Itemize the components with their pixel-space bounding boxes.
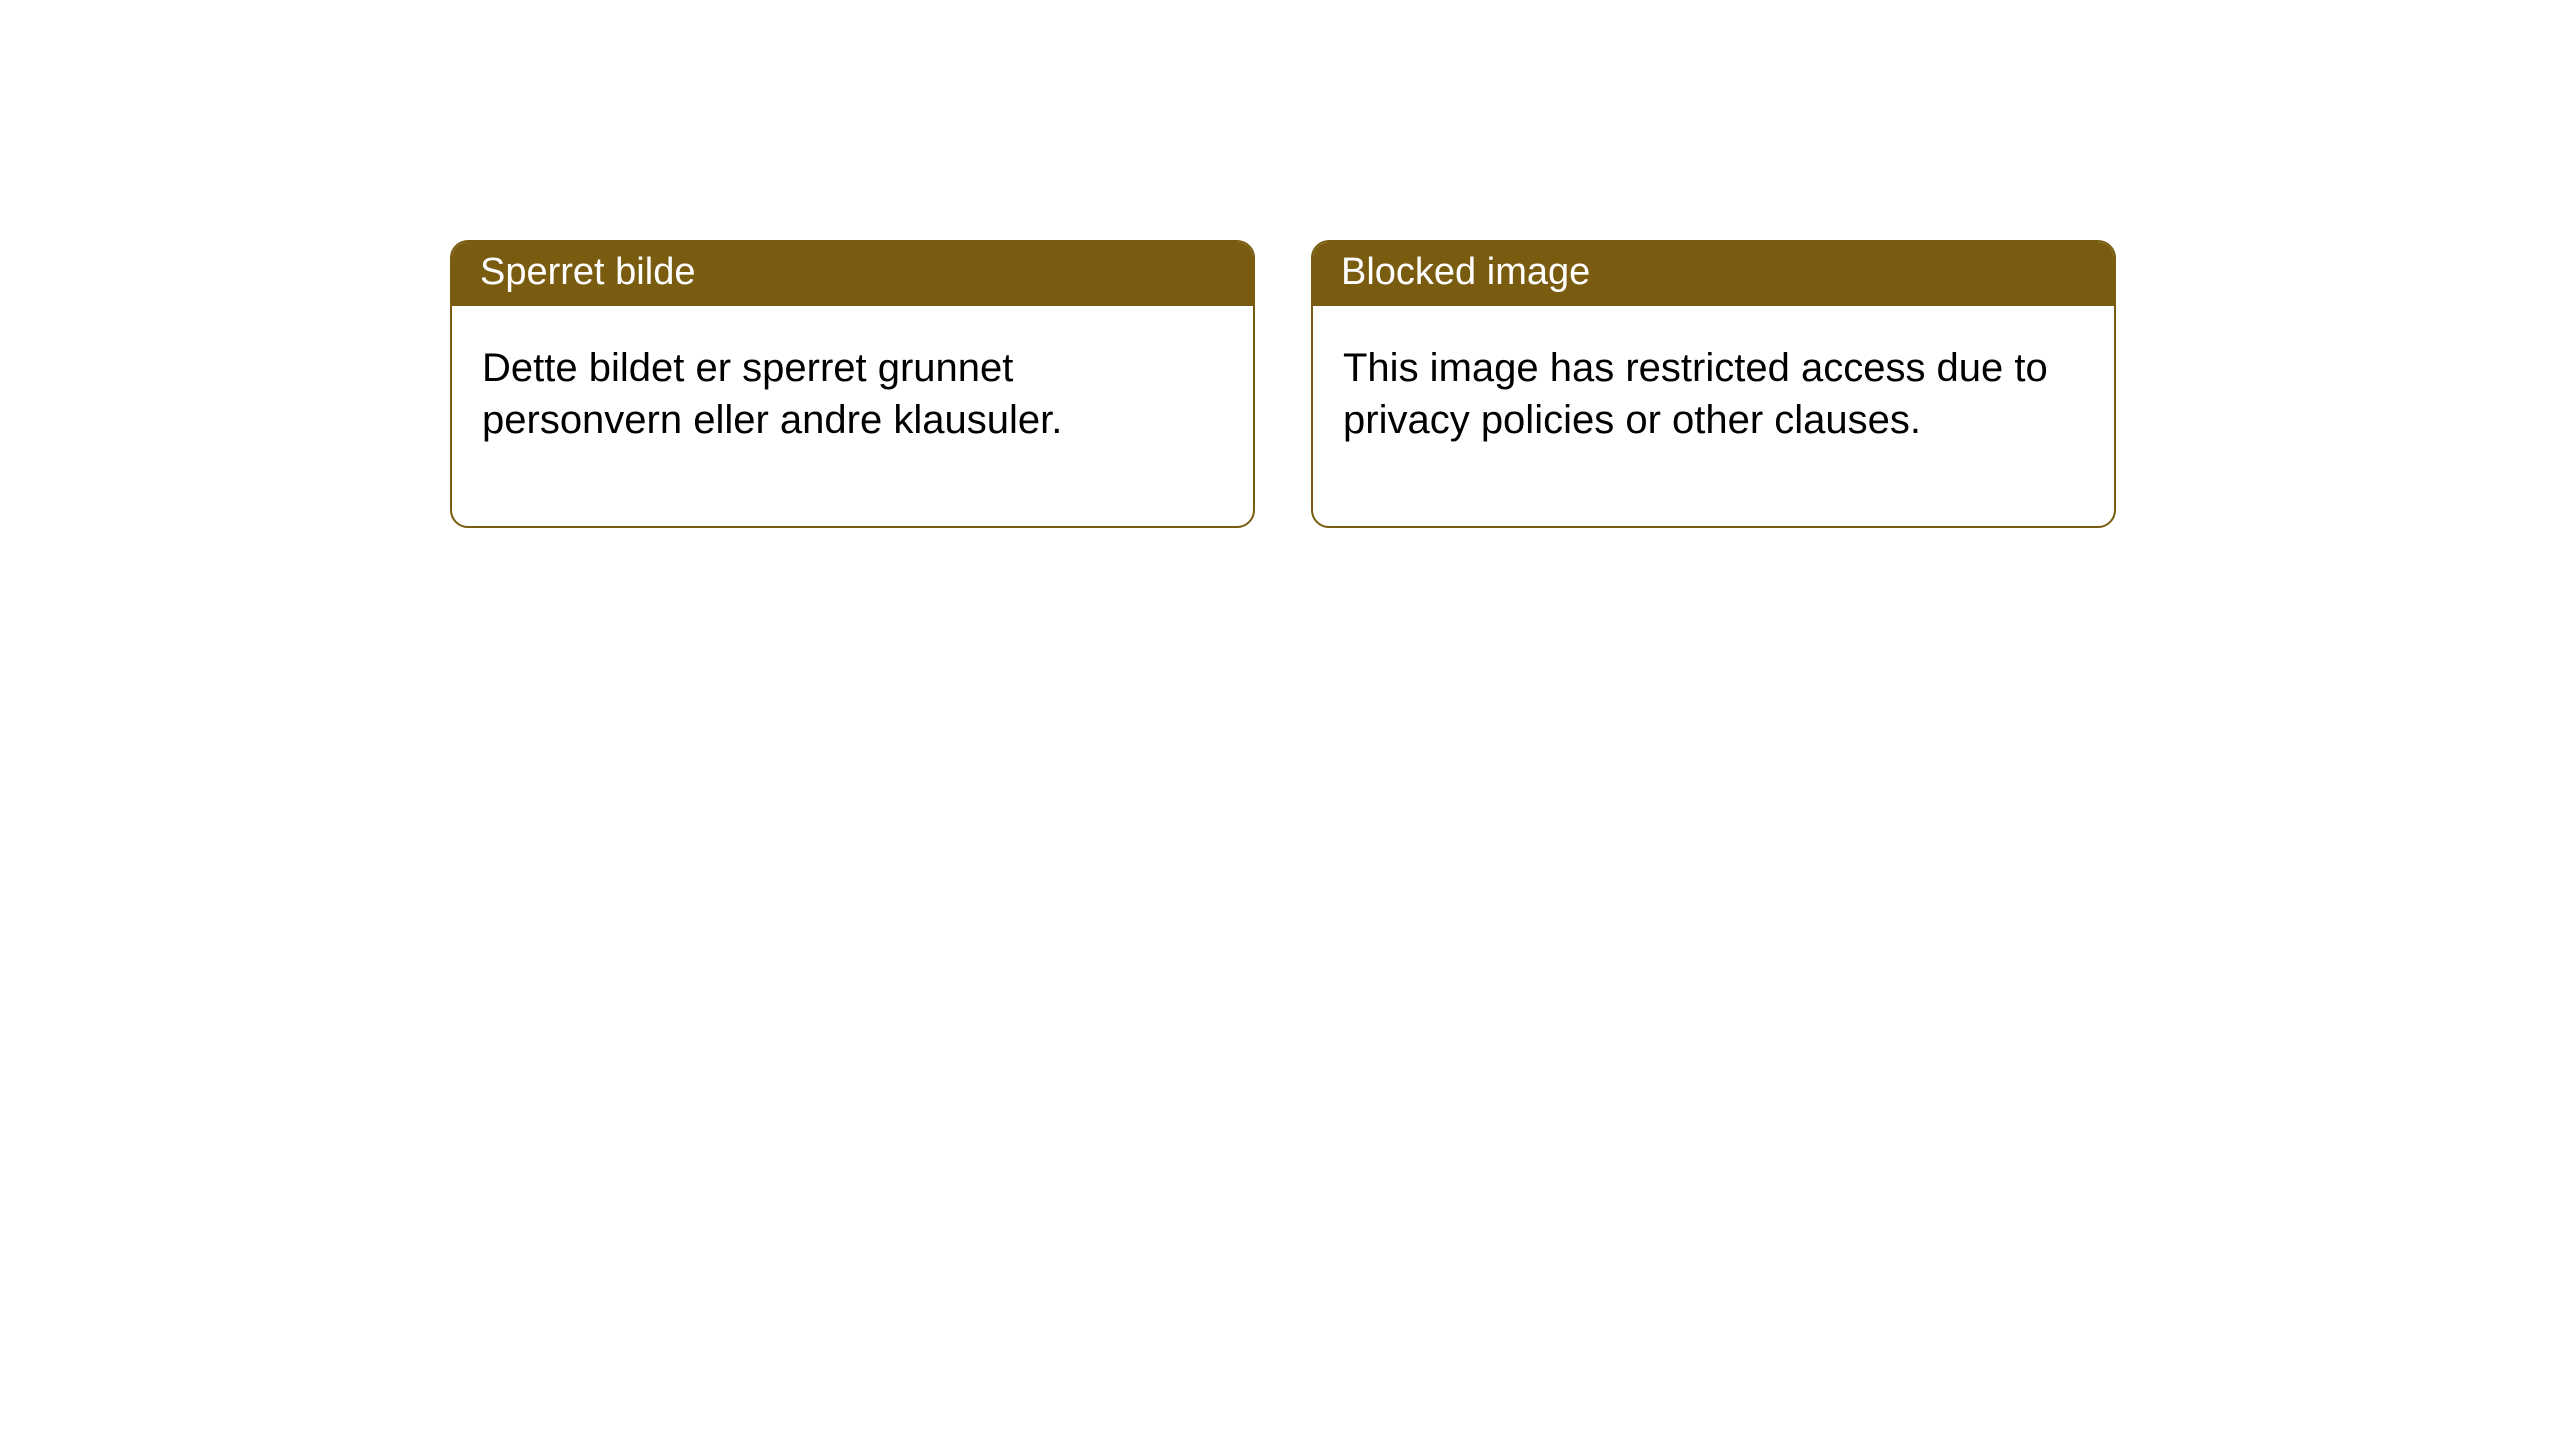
notice-title-english: Blocked image	[1313, 242, 2114, 306]
notice-card-norwegian: Sperret bilde Dette bildet er sperret gr…	[450, 240, 1255, 528]
notice-body-norwegian: Dette bildet er sperret grunnet personve…	[452, 306, 1253, 526]
notice-container: Sperret bilde Dette bildet er sperret gr…	[0, 0, 2560, 528]
notice-title-norwegian: Sperret bilde	[452, 242, 1253, 306]
notice-body-english: This image has restricted access due to …	[1313, 306, 2114, 526]
notice-card-english: Blocked image This image has restricted …	[1311, 240, 2116, 528]
